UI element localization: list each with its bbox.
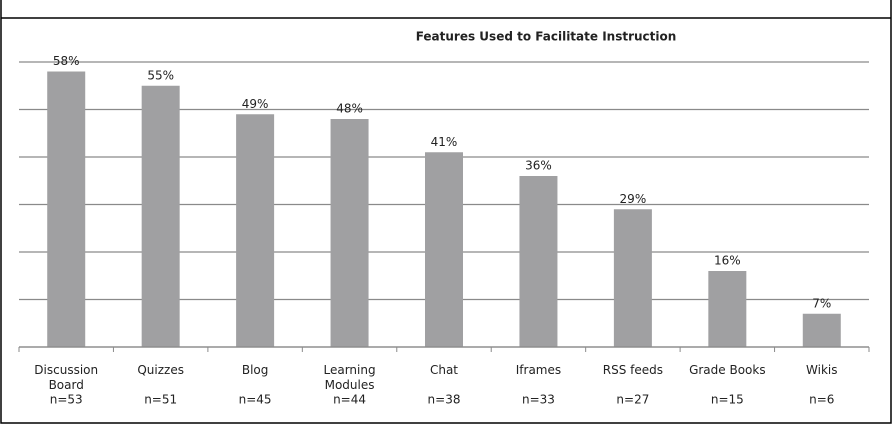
value-label: 49% (242, 97, 269, 111)
sample-size: n=51 (144, 393, 177, 407)
x-tick-label: Chat (429, 363, 459, 377)
bar (708, 271, 747, 347)
sample-size: n=44 (333, 393, 366, 407)
sample-size: n=15 (711, 393, 744, 407)
x-tick-label: Iframes (515, 363, 562, 377)
chart-title: Features Used to Facilitate Instruction (416, 30, 677, 44)
x-tick-label-box: Quizzes (137, 363, 184, 377)
sample-size: n=45 (239, 393, 272, 407)
bar (236, 114, 275, 347)
bar (47, 71, 86, 347)
x-tick-label: Grade Books (689, 363, 766, 377)
x-tick-label-box: RSS feeds (602, 363, 663, 377)
bar (802, 313, 841, 347)
x-tick-label: Discussion Board (34, 363, 99, 392)
x-tick-label-box: Chat (429, 363, 459, 377)
x-tick-label: RSS feeds (602, 363, 663, 377)
sample-size: n=38 (428, 393, 461, 407)
sample-size: n=53 (50, 393, 83, 407)
sample-size: n=6 (809, 393, 834, 407)
value-label: 7% (812, 296, 831, 310)
value-label: 48% (336, 102, 363, 116)
bar (519, 176, 558, 347)
value-label: 16% (714, 254, 741, 268)
bar (141, 85, 180, 347)
x-tick-label-box: Blog (241, 363, 269, 377)
x-tick-label: Wikis (806, 363, 838, 377)
x-tick-label-box: Wikis (806, 363, 838, 377)
value-label: 36% (525, 159, 552, 173)
x-tick-label-box: Learning Modules (323, 363, 376, 392)
value-label: 29% (620, 192, 647, 206)
x-tick-label: Quizzes (137, 363, 184, 377)
x-tick-label-box: Iframes (515, 363, 562, 377)
value-label: 55% (147, 68, 174, 82)
x-tick-label-box: Discussion Board (34, 363, 99, 392)
bar (330, 119, 369, 347)
value-label: 58% (53, 54, 80, 68)
sample-size: n=27 (616, 393, 649, 407)
sample-size: n=33 (522, 393, 555, 407)
x-tick-label: Learning Modules (323, 363, 376, 392)
value-label: 41% (431, 135, 458, 149)
x-tick-label-box: Grade Books (689, 363, 766, 377)
bar (425, 152, 463, 347)
bar (613, 209, 652, 347)
x-tick-label: Blog (241, 363, 269, 377)
